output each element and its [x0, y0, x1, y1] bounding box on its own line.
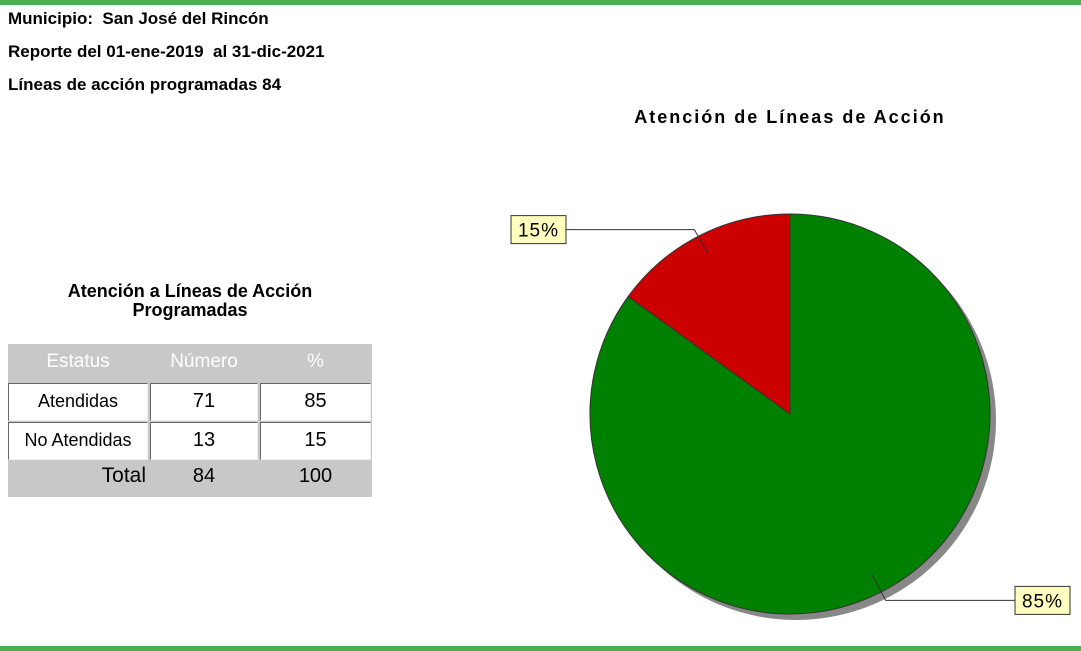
- table: Estatus Número% Atendidas 71 85 No Atendidas 1…: [8, 344, 372, 497]
- column-header: Estatus: [46, 351, 110, 372]
- column-header: Número: [170, 351, 238, 372]
- header-line: Municipio: San José del Rincón: [8, 9, 269, 28]
- pie-slice: [627, 213, 791, 415]
- total-cell: 84: [192, 465, 216, 487]
- value-label-box: [510, 215, 567, 245]
- table-cell: 85: [260, 383, 371, 421]
- header-line: Reporte del 01-ene-2019 al 31-dic-2021: [8, 42, 325, 61]
- total-cell: Total: [101, 464, 146, 487]
- bottom-border: [0, 646, 1081, 651]
- table-cell: Atendidas: [8, 383, 148, 421]
- table-title: Atención a Líneas de Acción Programadas: [67, 281, 313, 320]
- table-cell: No Atendidas: [8, 422, 148, 460]
- total-cell: 100: [298, 465, 333, 487]
- chart-title: Atención de Líneas de Acción: [634, 107, 945, 127]
- value-label: 85%: [1022, 591, 1063, 612]
- table-cell: 13: [150, 422, 258, 460]
- leader-line: [871, 574, 1015, 601]
- value-label: 15%: [518, 221, 559, 242]
- top-border: [0, 0, 1081, 5]
- value-label-box: [1014, 585, 1071, 615]
- leader-line: [566, 229, 709, 254]
- column-header: %: [307, 351, 324, 372]
- table-cell: 71: [150, 383, 258, 421]
- header-line: Líneas de acción programadas 84: [8, 75, 282, 94]
- table-cell: 15: [260, 422, 371, 460]
